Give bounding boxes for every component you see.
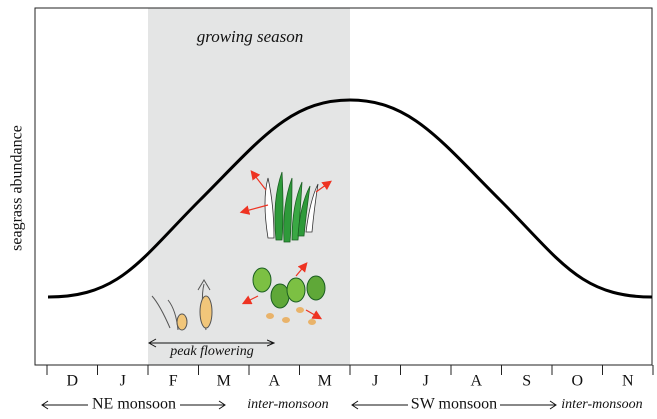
month-label: N — [622, 373, 634, 390]
abundance-curve — [47, 98, 653, 299]
period-arrows — [41, 400, 557, 410]
y-axis-label: seagrass abundance — [9, 125, 26, 251]
month-label: M — [318, 373, 332, 390]
seagrass-blades-icon — [239, 170, 332, 243]
flower-icon — [151, 279, 213, 331]
growing-season-label: growing season — [197, 27, 304, 46]
period-label: inter-monsoon — [561, 397, 642, 412]
period-label: SW monsoon — [411, 396, 497, 413]
month-label: O — [571, 373, 583, 390]
month-label: J — [372, 373, 378, 390]
growing-season-band — [148, 8, 350, 365]
period-label: NE monsoon — [92, 396, 176, 413]
seagrass-leaves-icon — [241, 262, 326, 325]
month-label: S — [522, 373, 531, 390]
plot-frame — [34, 7, 653, 366]
month-label: A — [268, 373, 280, 390]
month-label: F — [169, 373, 178, 390]
month-label: A — [470, 373, 482, 390]
arrow-head — [147, 338, 157, 348]
period-label: inter-monsoon — [247, 397, 328, 412]
month-label: J — [423, 373, 429, 390]
month-label: M — [217, 373, 231, 390]
month-label: J — [120, 373, 126, 390]
month-label: D — [66, 373, 78, 390]
peak-flowering-label: peak flowering — [169, 344, 254, 359]
